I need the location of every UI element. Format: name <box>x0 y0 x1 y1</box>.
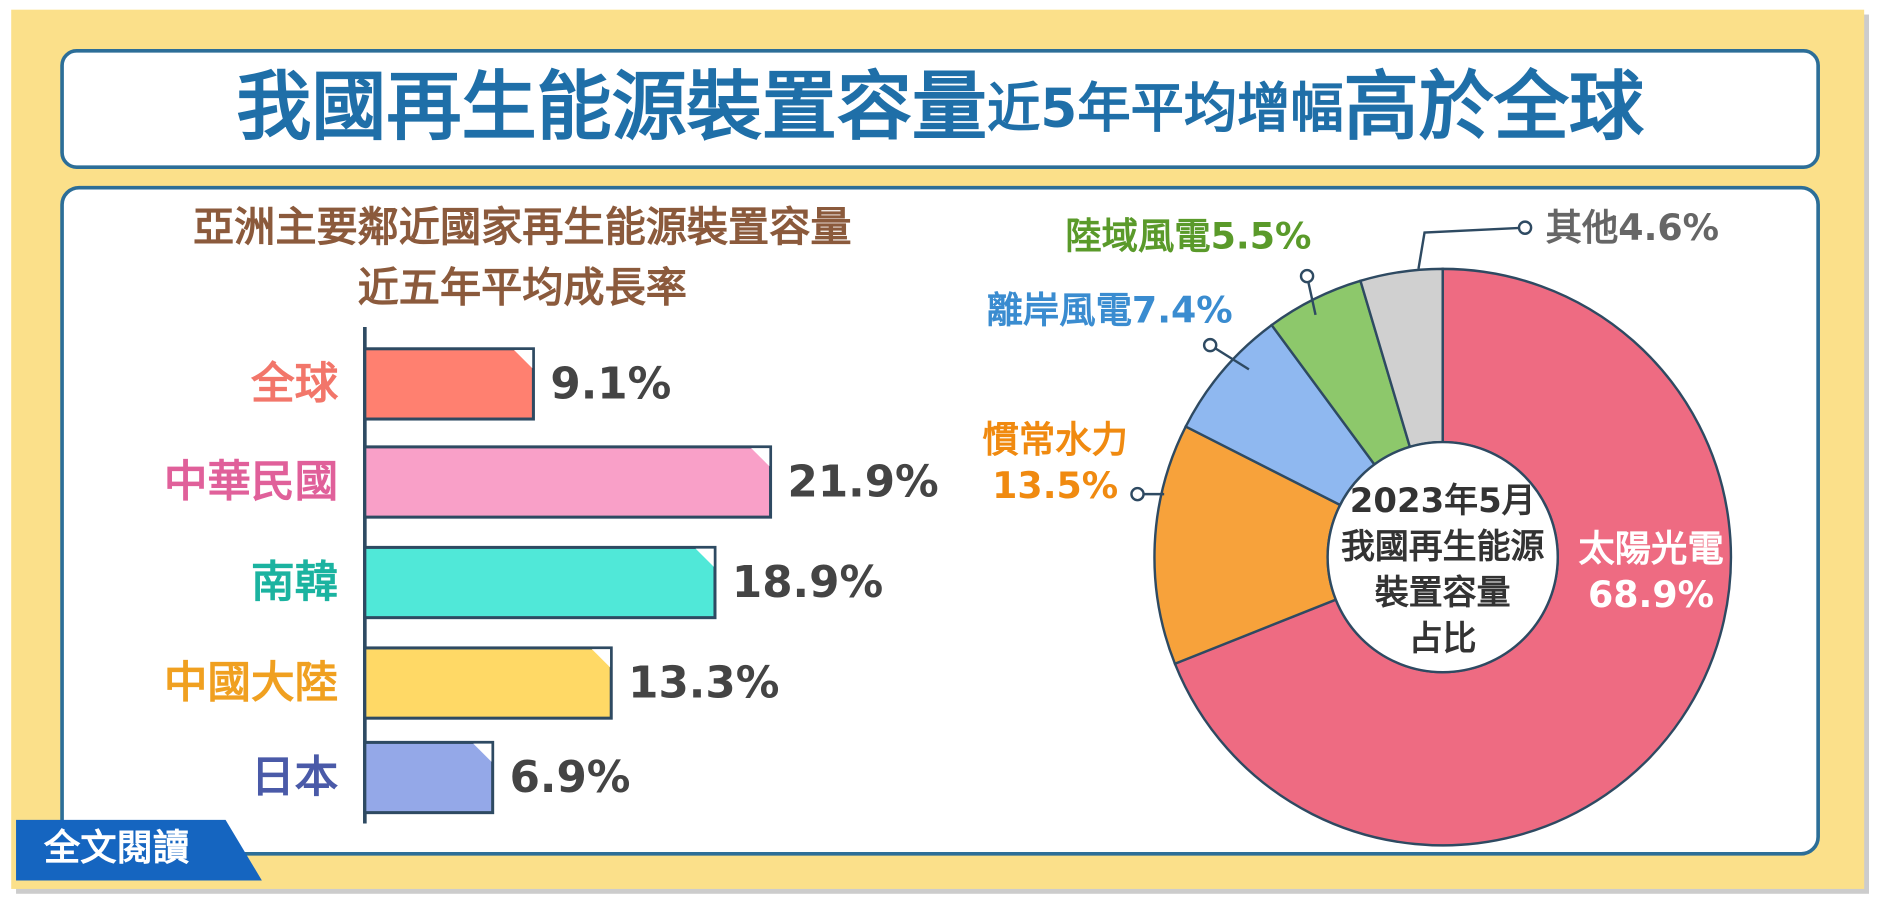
bar <box>363 740 495 815</box>
slice-name: 其他 <box>1546 206 1619 249</box>
center-label: 占比 <box>1409 619 1477 658</box>
bar <box>363 545 717 620</box>
chart-title: 近五年平均成長率 <box>358 264 687 312</box>
donut-hole <box>1326 440 1559 674</box>
slice-name: 離岸風電 <box>987 288 1132 331</box>
category-label: 南韓 <box>251 558 338 608</box>
category-label: 日本 <box>251 753 339 803</box>
leader-dot <box>1202 337 1218 353</box>
slice-value: 4.6% <box>1618 206 1719 249</box>
center-label: 2023年5月 <box>1350 481 1536 520</box>
slice-value: 13.5% <box>992 464 1118 507</box>
slice-name: 陸域風電 <box>1065 215 1210 258</box>
bar-corner <box>751 448 770 467</box>
value-label: 13.3% <box>628 658 779 708</box>
slice-name: 慣常水力 <box>982 418 1127 461</box>
value-label: 6.9% <box>510 753 631 803</box>
value-label: 21.9% <box>788 457 939 507</box>
center-label: 我國再生能源 <box>1341 527 1545 566</box>
leader-dot <box>1517 220 1533 235</box>
bar <box>363 445 773 519</box>
slice-label: 陸域風電5.5% <box>1065 215 1311 258</box>
read-more-button[interactable] <box>16 819 262 881</box>
bar <box>363 646 613 720</box>
slice-label: 其他4.6% <box>1546 206 1719 249</box>
leader-line <box>1417 226 1526 270</box>
center-label: 裝置容量 <box>1375 573 1511 612</box>
slice-name: 太陽光電 <box>1578 527 1723 570</box>
leader-dot <box>1299 268 1315 284</box>
bar-corner <box>514 350 533 369</box>
bar-corner <box>695 548 714 567</box>
bar <box>363 347 535 421</box>
leader-dot <box>1130 486 1145 502</box>
chart-title: 亞洲主要鄰近國家再生能源裝置容量 <box>193 203 852 251</box>
slice-value: 7.4% <box>1132 288 1233 331</box>
button-label[interactable]: 全文閱讀 <box>43 826 189 869</box>
page-title: 我國再生能源裝置容量近5年平均增幅高於全球 <box>236 62 1645 150</box>
title-box <box>60 49 1820 169</box>
leader-line <box>1209 344 1250 371</box>
slice-value: 68.9% <box>1588 573 1714 616</box>
value-label: 9.1% <box>550 359 671 409</box>
category-label: 中華民國 <box>164 457 338 507</box>
value-label: 18.9% <box>732 558 883 608</box>
title-part: 我國再生能源裝置容量 <box>236 62 987 150</box>
category-label: 全球 <box>250 359 339 409</box>
slice-value: 5.5% <box>1211 215 1312 258</box>
slice-label: 離岸風電7.4% <box>987 288 1233 331</box>
title-part: 高於全球 <box>1344 62 1645 150</box>
title-part: 近5年平均增幅 <box>987 77 1344 139</box>
category-label: 中國大陸 <box>164 658 338 708</box>
